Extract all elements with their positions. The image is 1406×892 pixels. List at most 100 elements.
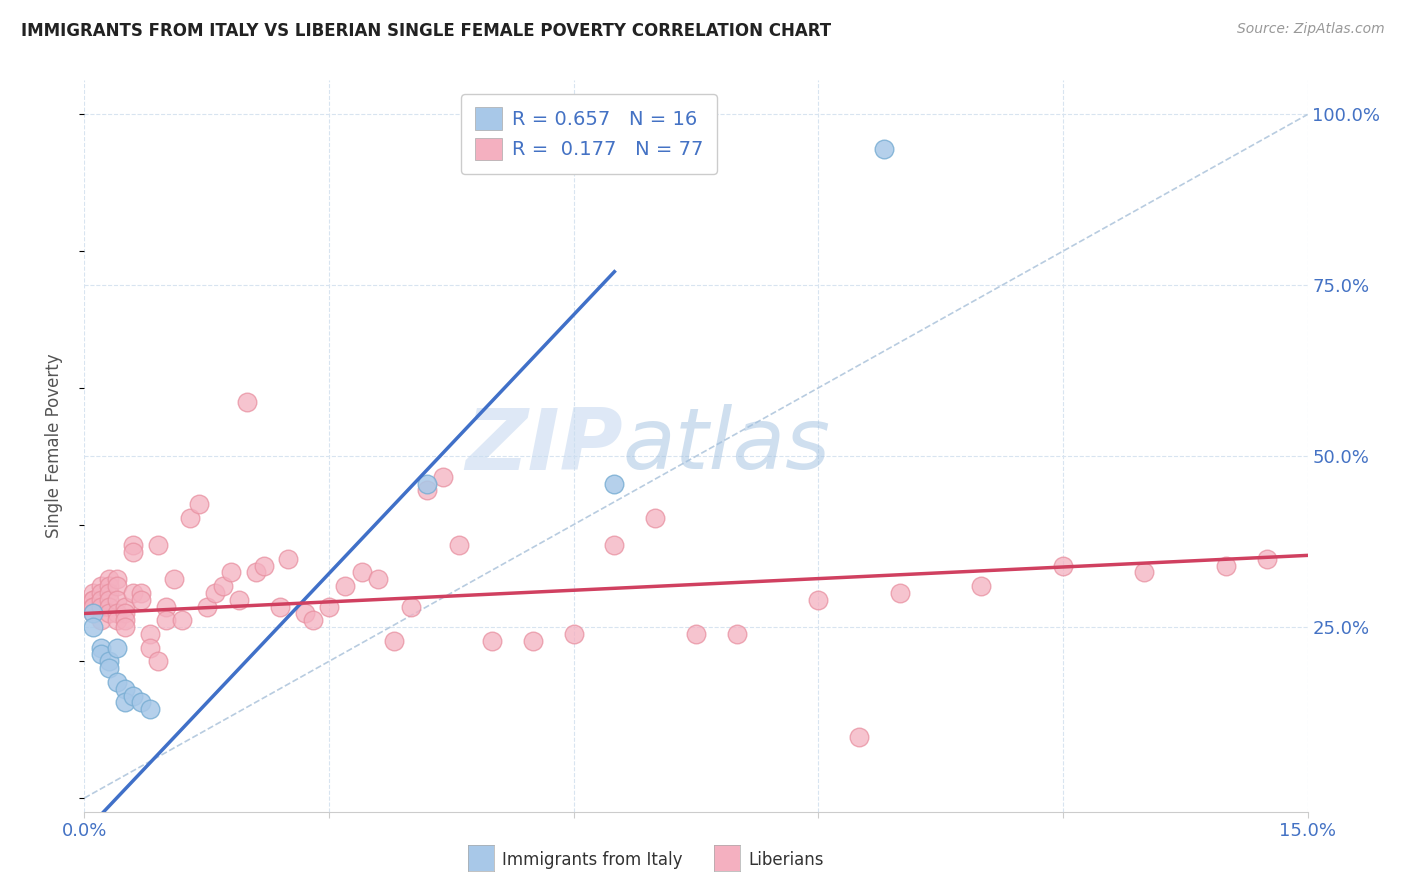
Text: atlas: atlas bbox=[623, 404, 831, 488]
Point bbox=[603, 538, 626, 552]
Point bbox=[97, 661, 120, 675]
Point bbox=[562, 627, 585, 641]
Point bbox=[82, 599, 104, 614]
Point bbox=[105, 640, 128, 655]
Point bbox=[97, 654, 120, 668]
Point bbox=[114, 695, 136, 709]
Point bbox=[269, 599, 291, 614]
Point bbox=[155, 613, 177, 627]
Text: ZIP: ZIP bbox=[465, 404, 623, 488]
Point bbox=[105, 674, 128, 689]
Point bbox=[449, 538, 471, 552]
Point bbox=[146, 654, 169, 668]
Point bbox=[97, 592, 120, 607]
Point bbox=[204, 586, 226, 600]
Text: Source: ZipAtlas.com: Source: ZipAtlas.com bbox=[1237, 22, 1385, 37]
Point bbox=[219, 566, 242, 580]
Point bbox=[187, 497, 209, 511]
Point bbox=[114, 613, 136, 627]
Text: Liberians: Liberians bbox=[748, 851, 824, 869]
Point bbox=[294, 607, 316, 621]
Point bbox=[131, 695, 153, 709]
Y-axis label: Single Female Poverty: Single Female Poverty bbox=[45, 354, 63, 538]
Point bbox=[105, 572, 128, 586]
Point bbox=[82, 586, 104, 600]
Point bbox=[236, 394, 259, 409]
Point bbox=[522, 633, 544, 648]
Point bbox=[82, 599, 104, 614]
Point bbox=[122, 545, 145, 559]
Point bbox=[90, 586, 112, 600]
Point bbox=[97, 586, 120, 600]
Point bbox=[1215, 558, 1237, 573]
Point bbox=[155, 599, 177, 614]
Point bbox=[318, 599, 340, 614]
Point bbox=[82, 620, 104, 634]
Point bbox=[399, 599, 422, 614]
Point bbox=[82, 607, 104, 621]
Point bbox=[114, 607, 136, 621]
Point bbox=[105, 579, 128, 593]
Point bbox=[179, 510, 201, 524]
Point bbox=[685, 627, 707, 641]
Point bbox=[481, 633, 503, 648]
Point bbox=[131, 586, 153, 600]
Point bbox=[872, 142, 894, 156]
Point bbox=[138, 702, 160, 716]
Point bbox=[212, 579, 235, 593]
Point bbox=[105, 592, 128, 607]
Point bbox=[725, 627, 748, 641]
Point bbox=[195, 599, 218, 614]
Legend: R = 0.657   N = 16, R =  0.177   N = 77: R = 0.657 N = 16, R = 0.177 N = 77 bbox=[461, 94, 717, 174]
Point bbox=[1133, 566, 1156, 580]
Point bbox=[90, 579, 112, 593]
Point bbox=[90, 640, 112, 655]
Point bbox=[889, 586, 911, 600]
Point bbox=[350, 566, 373, 580]
Point bbox=[90, 648, 112, 662]
Point bbox=[82, 592, 104, 607]
Point bbox=[163, 572, 186, 586]
Point bbox=[335, 579, 357, 593]
Point bbox=[114, 681, 136, 696]
Point bbox=[603, 476, 626, 491]
Point bbox=[105, 613, 128, 627]
Point bbox=[138, 640, 160, 655]
Point bbox=[82, 592, 104, 607]
Point bbox=[97, 572, 120, 586]
Point bbox=[105, 607, 128, 621]
Point bbox=[253, 558, 276, 573]
Text: Immigrants from Italy: Immigrants from Italy bbox=[502, 851, 682, 869]
Point bbox=[228, 592, 250, 607]
Text: IMMIGRANTS FROM ITALY VS LIBERIAN SINGLE FEMALE POVERTY CORRELATION CHART: IMMIGRANTS FROM ITALY VS LIBERIAN SINGLE… bbox=[21, 22, 831, 40]
Point bbox=[245, 566, 267, 580]
Point bbox=[122, 689, 145, 703]
Point bbox=[416, 483, 439, 498]
Point bbox=[138, 627, 160, 641]
Point bbox=[114, 599, 136, 614]
Point bbox=[122, 586, 145, 600]
Point bbox=[1052, 558, 1074, 573]
Point bbox=[97, 579, 120, 593]
Point bbox=[644, 510, 666, 524]
Point bbox=[114, 620, 136, 634]
Point bbox=[807, 592, 830, 607]
Point bbox=[131, 592, 153, 607]
Point bbox=[848, 730, 870, 744]
Point bbox=[97, 599, 120, 614]
Point bbox=[1256, 551, 1278, 566]
Point bbox=[382, 633, 405, 648]
Point bbox=[367, 572, 389, 586]
Point bbox=[970, 579, 993, 593]
Point bbox=[90, 599, 112, 614]
Point bbox=[432, 469, 454, 483]
Point bbox=[90, 592, 112, 607]
Point bbox=[90, 613, 112, 627]
Point bbox=[172, 613, 194, 627]
Point bbox=[122, 538, 145, 552]
Point bbox=[82, 607, 104, 621]
Point bbox=[277, 551, 299, 566]
Point bbox=[301, 613, 323, 627]
Point bbox=[146, 538, 169, 552]
Point bbox=[416, 476, 439, 491]
